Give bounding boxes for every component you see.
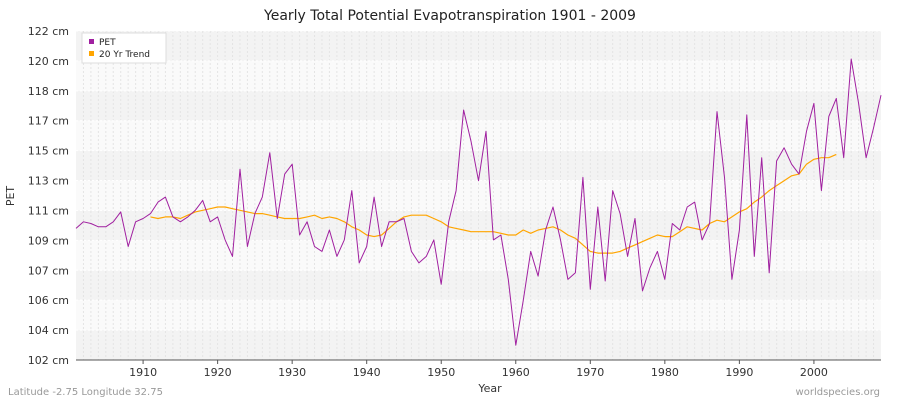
x-tick-label: 1920 (204, 366, 232, 379)
y-tick-label: 106 cm (28, 294, 69, 307)
series-group (75, 58, 882, 346)
y-tick-label: 109 cm (28, 234, 69, 247)
legend-label-trend: 20 Yr Trend (99, 50, 150, 60)
y-tick-label: 107 cm (28, 264, 69, 277)
x-tick-label: 1960 (502, 366, 530, 379)
y-axis-ticks: 102 cm 104 cm 106 cm 107 cm 109 cm 111 cm 113 … (28, 25, 69, 367)
legend: PET 20 Yr Trend (81, 32, 167, 64)
y-tick-label: 113 cm (28, 175, 69, 188)
x-tick-label: 1980 (651, 366, 679, 379)
x-tick-label: 1990 (725, 366, 753, 379)
y-tick-label: 104 cm (28, 324, 69, 337)
x-tick-label: 1910 (129, 366, 157, 379)
x-axis-label: Year (477, 382, 502, 395)
footer-source: worldspecies.org (796, 387, 880, 398)
x-tick-label: 1940 (353, 366, 381, 379)
x-axis-ticks: 1910 1920 1930 1940 1950 1960 1970 1980 1990 2000 (129, 360, 828, 379)
legend-swatch-pet (89, 39, 94, 44)
y-tick-label: 122 cm (28, 25, 69, 38)
y-tick-label: 118 cm (28, 85, 69, 98)
legend-label-pet: PET (99, 38, 116, 48)
y-tick-label: 120 cm (28, 55, 69, 68)
x-tick-label: 2000 (800, 366, 828, 379)
y-tick-label: 117 cm (28, 115, 69, 128)
y-tick-label: 102 cm (28, 354, 69, 367)
legend-box (81, 32, 167, 64)
chart-title: Yearly Total Potential Evapotranspiratio… (263, 8, 636, 24)
x-tick-label: 1950 (427, 366, 455, 379)
grid (76, 30, 881, 361)
x-tick-label: 1970 (576, 366, 604, 379)
x-tick-label: 1930 (278, 366, 306, 379)
series-line-pet (75, 58, 882, 346)
y-tick-label: 115 cm (28, 145, 69, 158)
series-line-trend (150, 153, 837, 254)
y-tick-label: 111 cm (28, 204, 69, 217)
legend-swatch-trend (89, 51, 94, 56)
footer-coordinates: Latitude -2.75 Longitude 32.75 (8, 387, 163, 398)
y-axis-label: PET (4, 186, 17, 207)
